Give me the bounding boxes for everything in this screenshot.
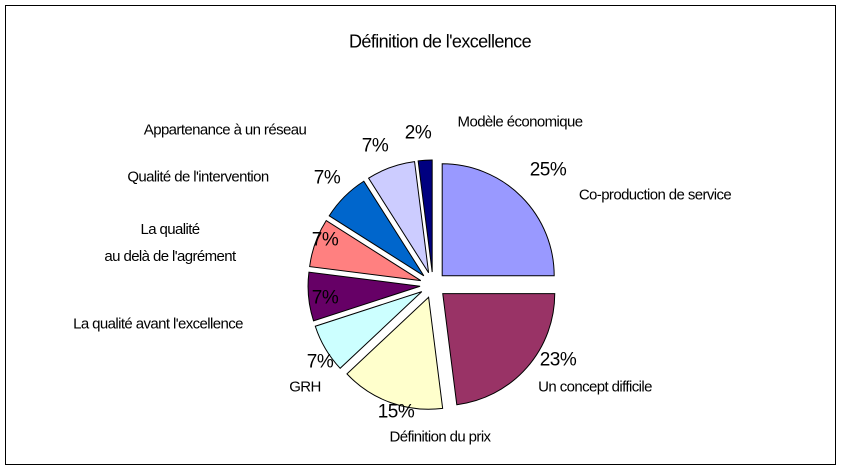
value-label: 7%: [311, 287, 339, 309]
slice-label: Définition du prix: [389, 428, 492, 446]
pie-slice: [442, 293, 556, 406]
slice-label: Un concept difficile: [538, 378, 652, 396]
slice-label: La qualité avant l'excellence: [73, 315, 243, 333]
pie-slice: [314, 291, 423, 369]
slice-label: La qualité au delà de l'agrément: [104, 221, 236, 265]
slice-label: Qualité de l'intervention: [127, 168, 269, 186]
slice-label: GRH: [289, 378, 321, 396]
pie-slice: [367, 161, 430, 274]
slice-label: Appartenance à un réseau: [143, 121, 307, 139]
pie-slice: [346, 296, 444, 410]
value-label: 7%: [361, 135, 389, 157]
pie-slice: [441, 163, 555, 277]
value-label: 25%: [529, 159, 567, 181]
value-label: 7%: [313, 167, 341, 189]
value-label: 23%: [539, 349, 577, 371]
pie-slice: [307, 271, 421, 322]
slice-label: Co-production de service: [578, 186, 732, 204]
value-label: 7%: [311, 229, 339, 251]
value-label: 15%: [377, 401, 415, 423]
pie-slice: [309, 219, 422, 282]
pie-slice: [328, 180, 425, 277]
chart-title: Définition de l'excellence: [349, 31, 532, 52]
pie-slice: [417, 159, 433, 273]
value-label: 7%: [306, 351, 334, 373]
value-label: 2%: [404, 122, 432, 144]
slice-label: Modèle économique: [457, 113, 583, 131]
